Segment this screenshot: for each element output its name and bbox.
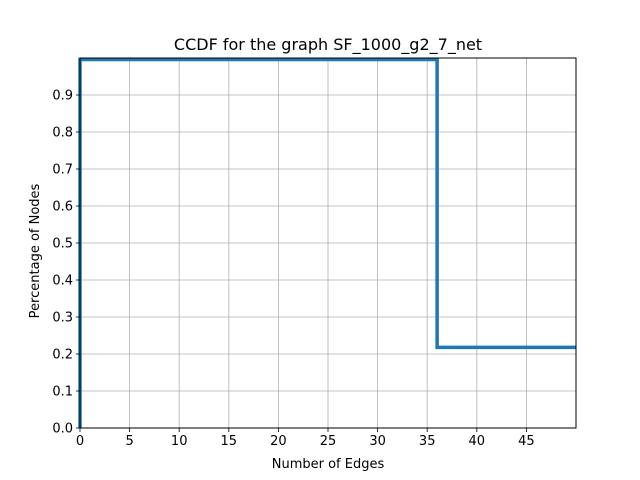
y-tick-label: 0.4 [52, 274, 73, 289]
x-tick-label: 45 [518, 434, 535, 449]
y-tick-label: 0.5 [52, 237, 73, 252]
y-tick-label: 0.6 [52, 200, 73, 215]
y-axis-label: Percentage of Nodes [28, 183, 43, 318]
x-axis-label: Number of Edges [272, 457, 385, 472]
y-tick-label: 0.9 [52, 89, 73, 104]
x-tick-label: 40 [469, 434, 486, 449]
tick-marks [76, 94, 527, 432]
y-tick-label: 0.3 [52, 311, 73, 326]
x-tick-label: 30 [369, 434, 386, 449]
y-tick-label: 0.2 [52, 348, 73, 363]
x-tick-label: 25 [320, 434, 337, 449]
x-tick-labels: 0 5 10 15 20 25 30 35 40 45 [76, 434, 535, 449]
chart-title: CCDF for the graph SF_1000_g2_7_net [174, 35, 482, 55]
y-tick-label: 0.1 [52, 385, 73, 400]
x-tick-label: 15 [221, 434, 238, 449]
x-tick-label: 35 [419, 434, 436, 449]
x-tick-label: 5 [125, 434, 133, 449]
y-tick-label: 0.7 [52, 163, 73, 178]
x-tick-label: 0 [76, 434, 84, 449]
y-tick-label: 0.0 [52, 422, 73, 437]
x-tick-label: 20 [270, 434, 287, 449]
x-tick-label: 10 [171, 434, 188, 449]
y-tick-label: 0.8 [52, 126, 73, 141]
y-tick-labels: 0.0 0.1 0.2 0.3 0.4 0.5 0.6 0.7 0.8 0.9 [52, 89, 73, 437]
